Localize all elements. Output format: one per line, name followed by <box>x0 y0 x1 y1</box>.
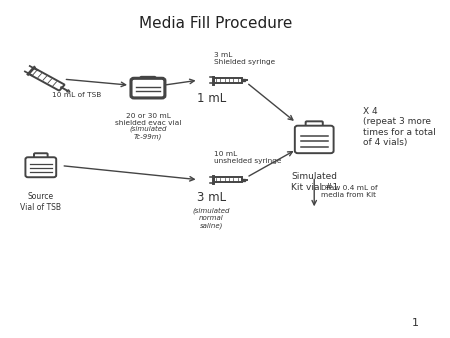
FancyBboxPatch shape <box>29 68 64 91</box>
Text: (simulated
Tc-99m): (simulated Tc-99m) <box>129 125 166 140</box>
Text: X 4
(repeat 3 more
times for a total
of 4 vials): X 4 (repeat 3 more times for a total of … <box>364 107 436 147</box>
FancyBboxPatch shape <box>131 78 165 98</box>
FancyBboxPatch shape <box>140 77 156 82</box>
Text: 3 mL: 3 mL <box>197 191 226 204</box>
Bar <box>242 79 245 81</box>
Text: 1 mL: 1 mL <box>197 92 226 105</box>
Text: 10 mL
unshelded syringe: 10 mL unshelded syringe <box>213 151 281 164</box>
FancyBboxPatch shape <box>25 157 56 177</box>
FancyBboxPatch shape <box>306 121 323 129</box>
Text: 1: 1 <box>412 318 419 328</box>
Bar <box>214 78 242 83</box>
Text: (simulated
normal
saline): (simulated normal saline) <box>193 208 230 229</box>
Text: 3 mL
Shielded syringe: 3 mL Shielded syringe <box>213 52 274 65</box>
Text: 20 or 30 mL
shielded evac vial: 20 or 30 mL shielded evac vial <box>115 113 181 126</box>
Bar <box>242 178 245 181</box>
Bar <box>214 177 242 182</box>
Text: Draw 0.4 mL of
media from Kit: Draw 0.4 mL of media from Kit <box>321 185 377 198</box>
Text: 10 mL of TSB: 10 mL of TSB <box>52 92 101 98</box>
Text: Source
Vial of TSB: Source Vial of TSB <box>20 192 61 212</box>
FancyBboxPatch shape <box>34 153 48 160</box>
Text: Media Fill Procedure: Media Fill Procedure <box>139 17 292 31</box>
Polygon shape <box>67 90 70 92</box>
FancyBboxPatch shape <box>295 126 333 153</box>
Text: Simulated
Kit vial #1: Simulated Kit vial #1 <box>291 172 338 192</box>
